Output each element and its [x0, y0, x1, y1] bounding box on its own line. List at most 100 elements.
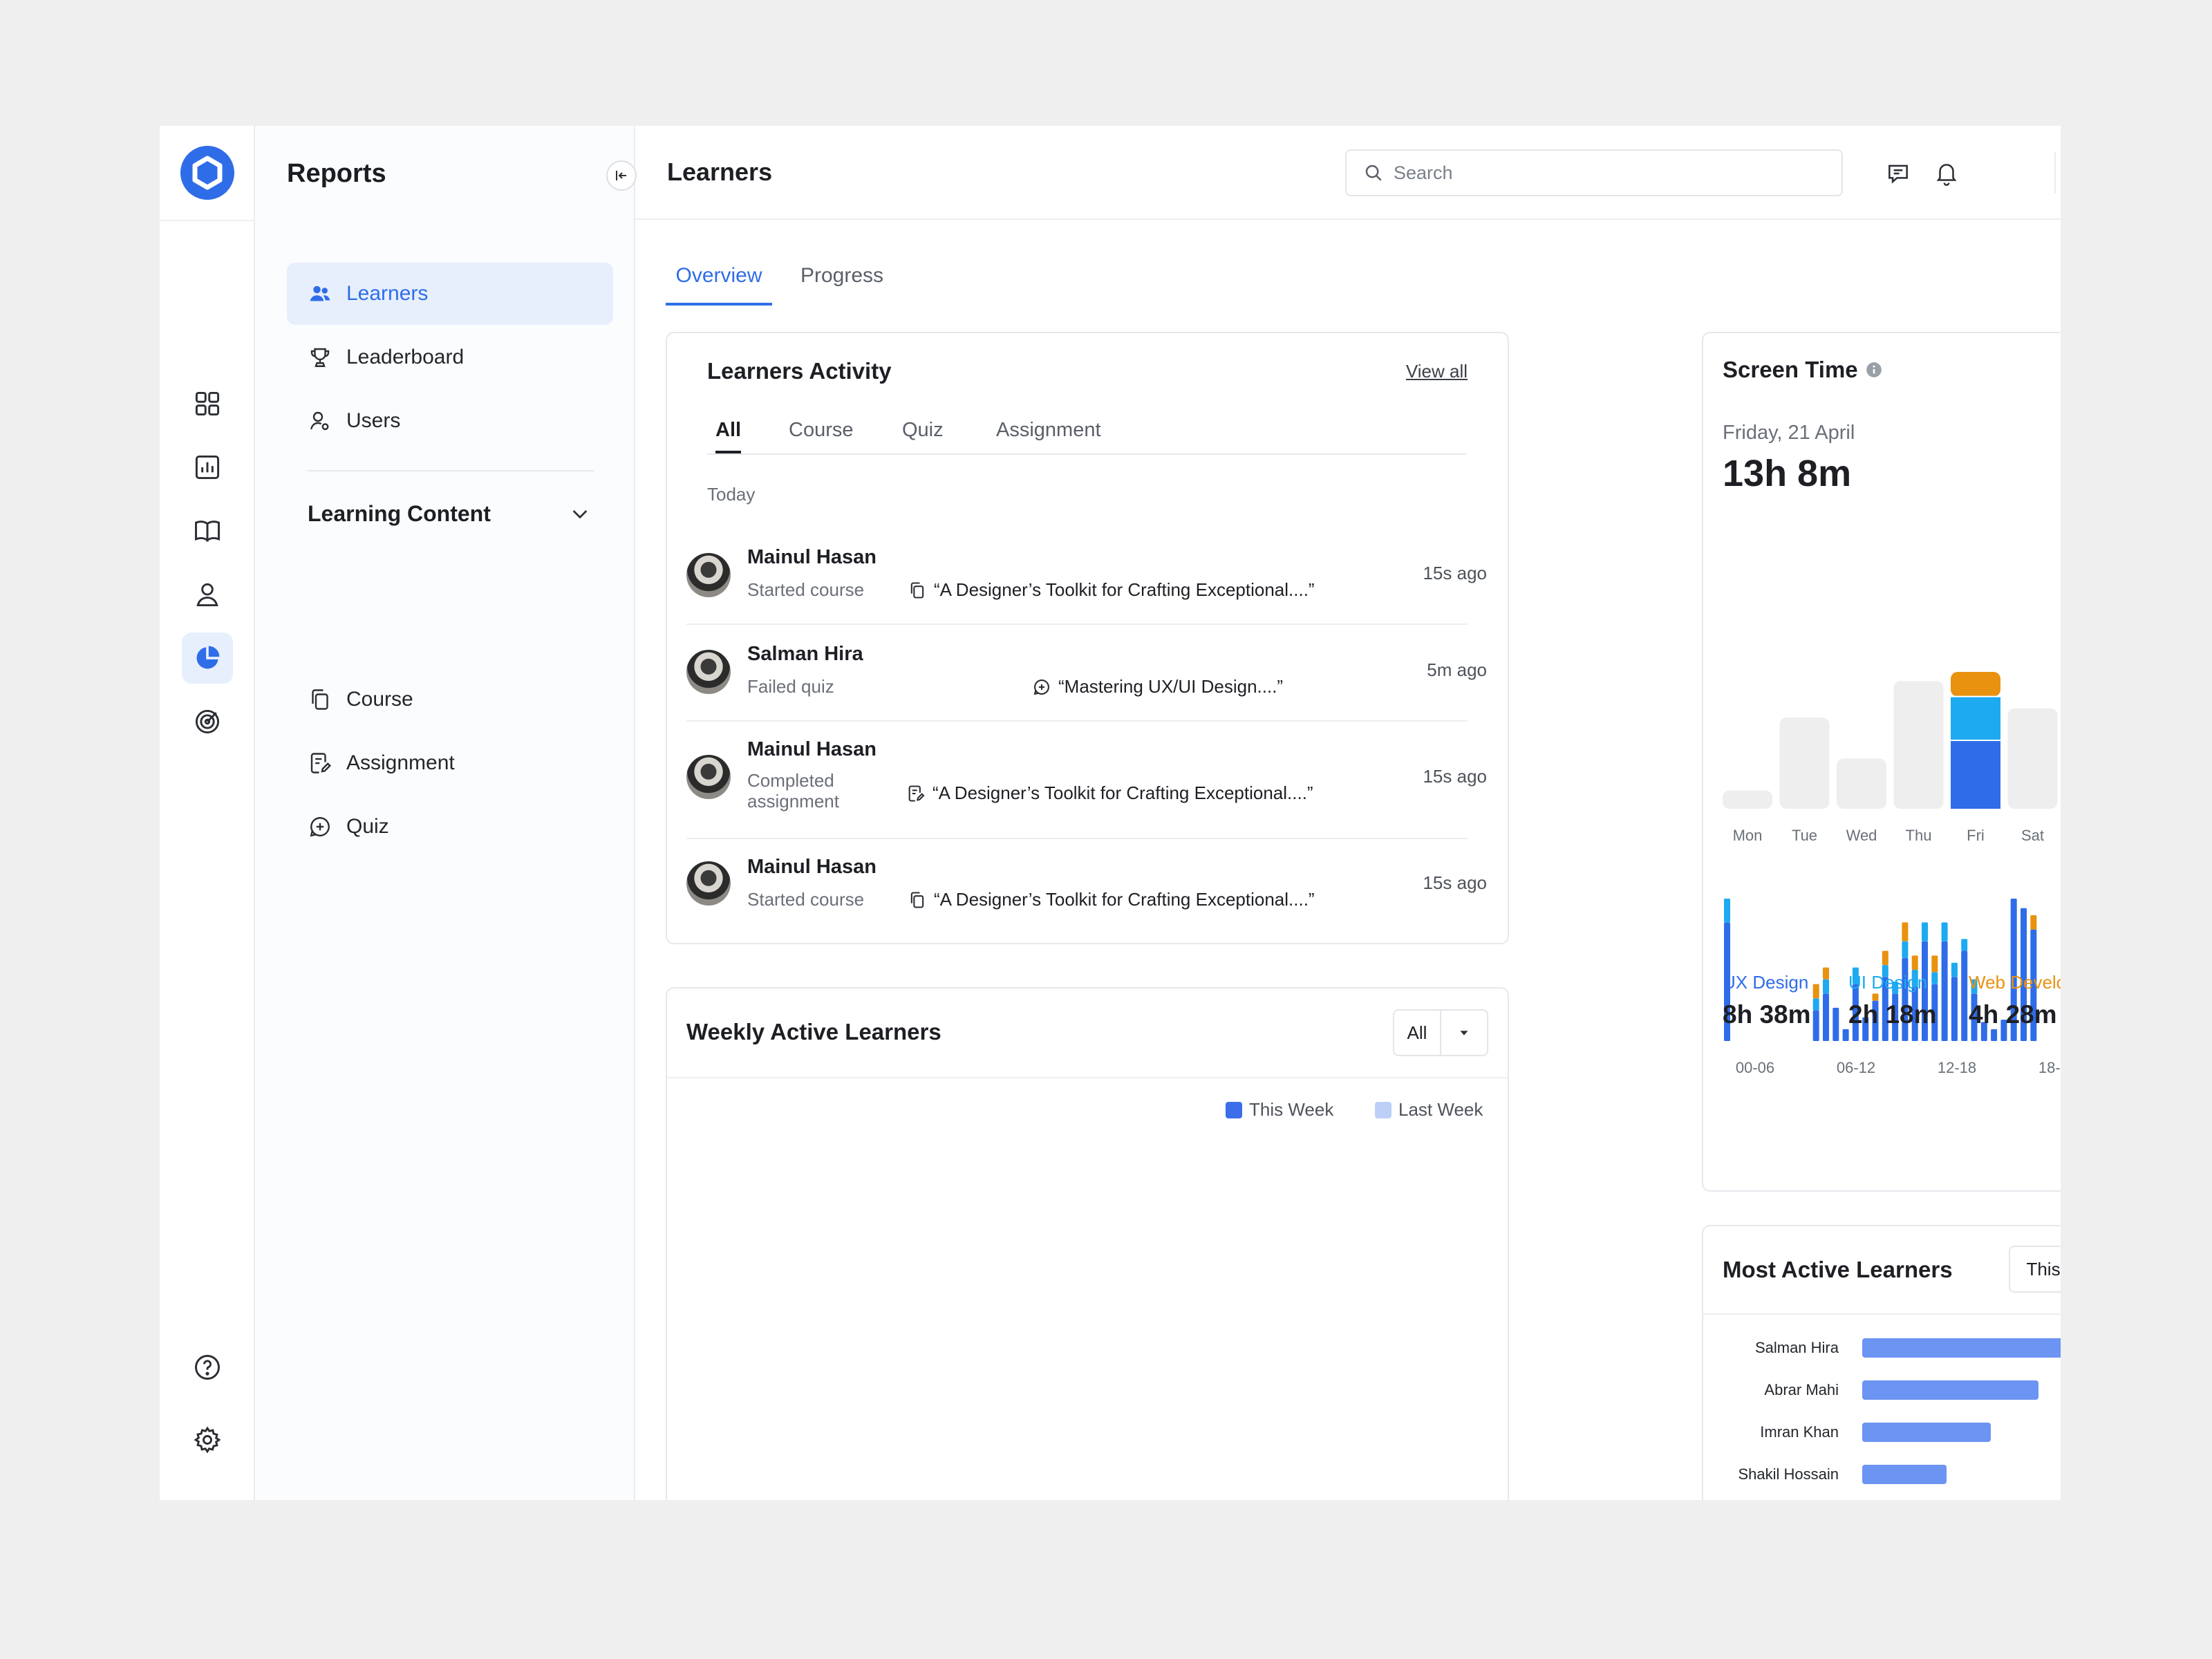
notifications-button[interactable] [1929, 156, 1964, 191]
bar-segment [2000, 1020, 2007, 1041]
bar [1893, 681, 1944, 809]
header-divider [2054, 152, 2056, 194]
quiz-icon [310, 817, 330, 837]
learner-name[interactable]: Salman Hira [747, 643, 863, 665]
collapse-menu-button[interactable] [606, 160, 637, 191]
learner-name[interactable]: Mainul Hasan [747, 856, 877, 878]
row-divider [686, 838, 1468, 839]
page-title: Learners [667, 158, 773, 186]
settings-button[interactable] [182, 1414, 233, 1465]
copy-icon [910, 581, 924, 599]
bar-segment [1971, 993, 1978, 1041]
bar-segment [1931, 984, 1938, 1041]
learner-name[interactable]: Mainul Hasan [747, 738, 877, 760]
logo-icon[interactable] [180, 146, 234, 200]
menu-item-quiz[interactable]: Quiz [308, 806, 389, 847]
bar-segment [2030, 929, 2037, 1041]
bell-icon [1936, 164, 1957, 186]
card-header: Most Active Learners This week [1703, 1226, 2061, 1315]
activity-tab-quiz[interactable]: Quiz [902, 419, 944, 441]
period-filter-select[interactable]: This week [2009, 1246, 2061, 1293]
activity-detail-text: “A Designer’s Toolkit for Crafting Excep… [934, 889, 1315, 910]
learner-bar [1862, 1380, 2039, 1400]
reports-nav[interactable] [182, 632, 233, 684]
y-tick-label: 0 [686, 988, 695, 989]
activity-detail[interactable]: “A Designer’s Toolkit for Crafting Excep… [906, 782, 1313, 804]
menu-divider [308, 470, 594, 471]
bar-segment [1833, 1007, 1839, 1041]
menu-item-label: Leaderboard [346, 346, 465, 368]
menu-item-course[interactable]: Course [308, 679, 413, 720]
person-icon [196, 583, 218, 607]
activity-action: Started course [747, 579, 865, 600]
bar [2007, 708, 2058, 809]
profile-nav[interactable] [182, 569, 233, 620]
bar-segment [1931, 972, 1938, 984]
menu-item-users[interactable]: Users [287, 390, 613, 452]
activity-detail-text: “Mastering UX/UI Design....” [1058, 676, 1284, 697]
category-value: 4h 28m [1969, 1000, 2057, 1029]
learner-name: Imran Khan [1760, 1423, 1839, 1441]
activity-detail[interactable]: “A Designer’s Toolkit for Crafting Excep… [908, 889, 1315, 910]
avatar [686, 650, 731, 694]
search-box[interactable] [1345, 149, 1843, 196]
bar-segment [1882, 977, 1888, 1041]
category-label: Web Development [1969, 972, 2061, 993]
activity-detail-text: “A Designer’s Toolkit for Crafting Excep… [934, 579, 1315, 600]
bar-segment [1951, 977, 1958, 1041]
card-title-text: Screen Time [1723, 357, 1858, 382]
bar-segment [1951, 962, 1958, 977]
bar-segment [1911, 970, 1918, 987]
learner-name[interactable]: Mainul Hasan [747, 546, 877, 568]
activity-time: 15s ago [1423, 563, 1487, 583]
category-label: UI Design [1848, 972, 1928, 993]
help-button[interactable] [182, 1342, 233, 1393]
learner-row[interactable]: Salman Hira65h [1703, 1334, 2061, 1362]
analytics-nav[interactable] [182, 442, 233, 493]
bar-segment [1892, 982, 1899, 994]
learner-name: Salman Hira [1754, 1339, 1839, 1356]
bar-segment [1823, 967, 1829, 980]
legend-last-week: Last Week [1375, 1099, 1483, 1121]
bar-segment [1872, 993, 1879, 1001]
activity-tab-course[interactable]: Course [789, 419, 854, 441]
library-nav[interactable] [182, 505, 233, 556]
learning-content-toggle[interactable]: Learning Content [308, 496, 594, 531]
menu-item-assignment[interactable]: Assignment [308, 742, 455, 784]
activity-detail[interactable]: “Mastering UX/UI Design....” [1032, 676, 1283, 697]
activity-action: Started course [747, 889, 865, 910]
learner-row[interactable]: Abrar Mahi43h [1703, 1376, 2061, 1404]
bar-segment [1911, 955, 1918, 970]
learner-row[interactable]: Shakil Hossain20h 34m [1703, 1461, 2061, 1488]
tab-overview[interactable]: Overview [666, 264, 772, 306]
bar-segment [1991, 1029, 1998, 1041]
bar-chart-icon [195, 455, 220, 480]
menu-item-learners[interactable]: Learners [287, 263, 613, 325]
activity-tab-all[interactable]: All [715, 419, 742, 453]
category-value: 8h 38m [1723, 1000, 1811, 1029]
weekly-active-learners-card: Weekly Active Learners All This Week Las… [666, 987, 1509, 1500]
bar-segment [1902, 957, 1909, 1041]
legend-swatch [1375, 1101, 1391, 1118]
filter-value: All [1407, 1022, 1427, 1043]
dashboard-nav[interactable] [182, 378, 233, 429]
menu-item-leaderboard[interactable]: Leaderboard [287, 326, 613, 388]
messages-button[interactable] [1881, 156, 1915, 191]
activity-detail[interactable]: “A Designer’s Toolkit for Crafting Excep… [908, 579, 1315, 601]
card-title: Learners Activity [707, 358, 892, 384]
learner-row[interactable]: Imran Khan31h 21m [1703, 1418, 2061, 1446]
goals-nav[interactable] [182, 696, 233, 747]
bar [1779, 718, 1830, 809]
activity-tab-assignment[interactable]: Assignment [996, 419, 1101, 441]
users-icon [310, 285, 330, 301]
tab-progress[interactable]: Progress [800, 264, 884, 287]
filter-caret[interactable] [1441, 1011, 1487, 1055]
bar-segment [1823, 993, 1829, 1041]
info-icon[interactable] [1865, 361, 1883, 379]
view-all-link[interactable]: View all [1405, 361, 1468, 382]
activity-action: Completed assignment [747, 770, 839, 812]
search-input[interactable] [1394, 162, 1808, 184]
copy-icon [910, 891, 924, 908]
weekly-filter-select[interactable]: All [1393, 1009, 1488, 1056]
learner-name: Abrar Mahi [1764, 1381, 1839, 1398]
